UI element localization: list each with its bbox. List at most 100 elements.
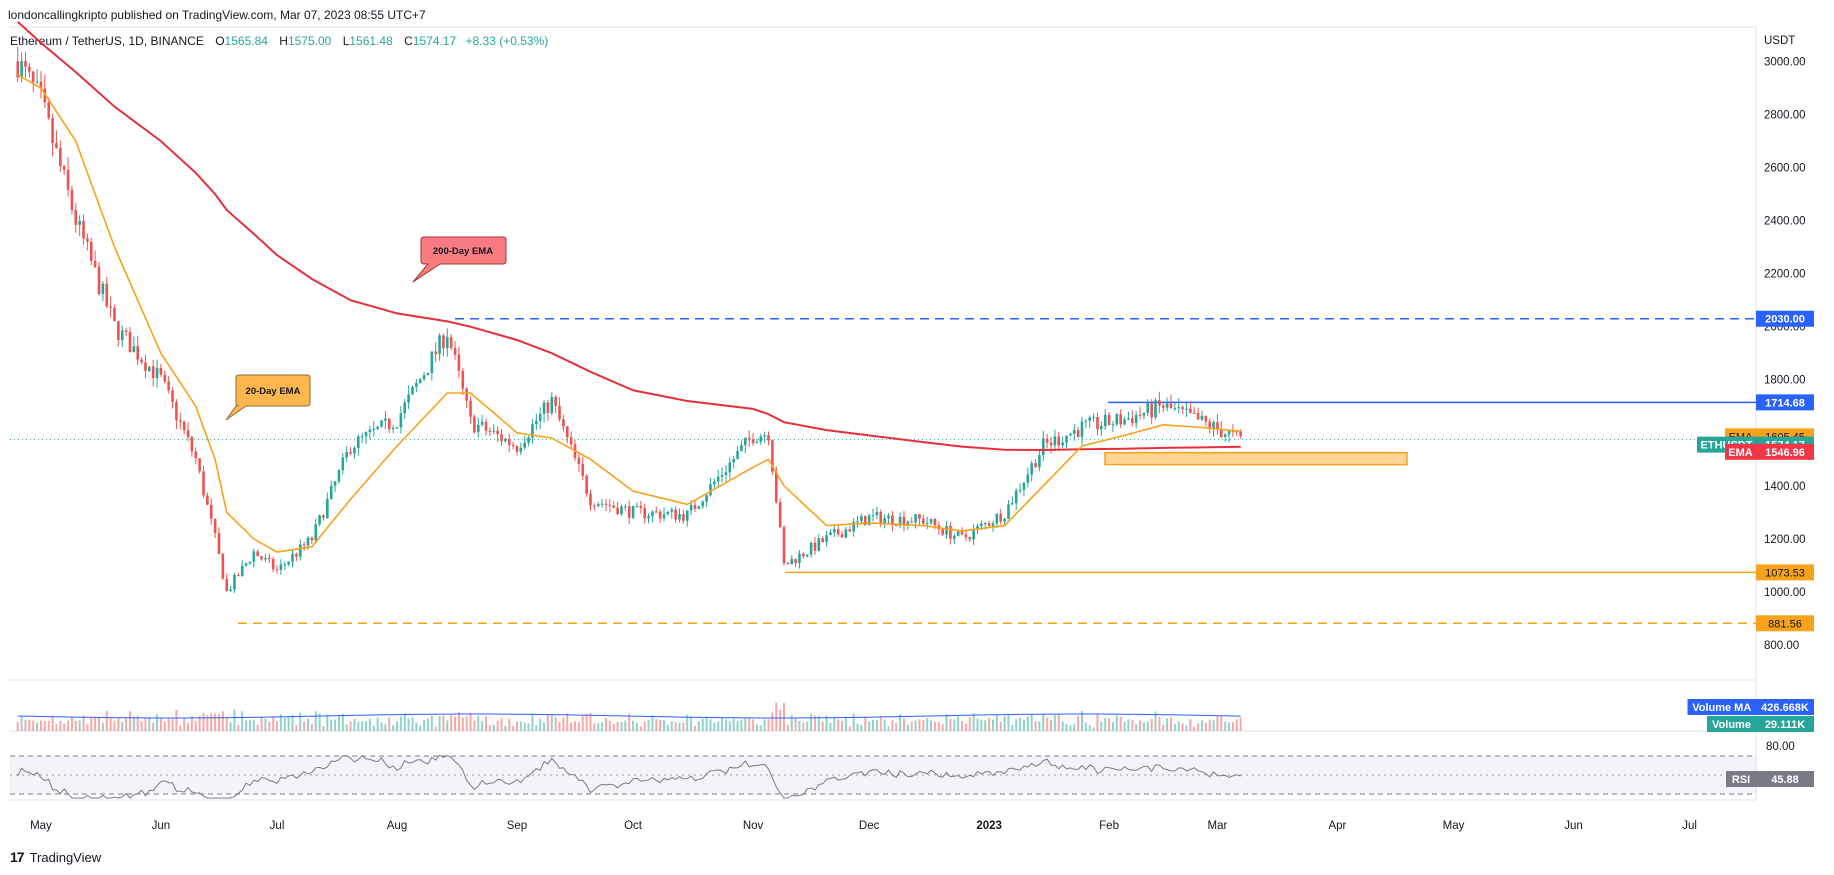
candle-body bbox=[658, 511, 662, 519]
volume-bar bbox=[237, 725, 240, 731]
candle-body bbox=[148, 366, 151, 371]
candle-body bbox=[654, 511, 658, 513]
volume-bar bbox=[295, 725, 298, 731]
volume-bar bbox=[794, 718, 797, 731]
volume-bar bbox=[380, 722, 383, 731]
volume-bar bbox=[144, 717, 147, 731]
price-tags: 2030.001714.68EMA1605.45ETHUSDT1574.17EM… bbox=[1687, 310, 1814, 787]
price-chart[interactable]: 3000.002800.002600.002400.002200.002000.… bbox=[0, 0, 1834, 845]
volume-bar bbox=[1046, 717, 1049, 731]
candle-body bbox=[1173, 408, 1177, 410]
volume-bar bbox=[461, 717, 464, 731]
volume-bar bbox=[1100, 721, 1103, 731]
volume-bar bbox=[566, 713, 569, 731]
candle-body bbox=[1053, 436, 1057, 446]
candle-body bbox=[596, 504, 600, 507]
volume-bar bbox=[984, 720, 987, 731]
candle-body bbox=[256, 551, 259, 557]
candle-body bbox=[813, 542, 817, 551]
candle-body bbox=[31, 71, 35, 82]
candle-body bbox=[314, 524, 318, 541]
candle-body bbox=[1041, 438, 1045, 456]
volume-bar bbox=[767, 719, 770, 731]
volume-bar bbox=[128, 711, 131, 731]
volume-bar bbox=[473, 720, 476, 731]
price-axis-unit: USDT bbox=[1764, 35, 1795, 47]
horizontal-levels bbox=[238, 317, 1756, 625]
volume-bar bbox=[632, 720, 635, 731]
volume-bar bbox=[574, 721, 577, 731]
volume-bar bbox=[299, 712, 302, 731]
vol-tag-name: Volume MA bbox=[1692, 702, 1751, 714]
candle-body bbox=[790, 559, 794, 565]
volume-bar bbox=[883, 719, 886, 731]
candle-body bbox=[542, 402, 546, 414]
candle-body bbox=[697, 506, 701, 509]
month-label: Mar bbox=[1208, 820, 1228, 832]
candle-body bbox=[1103, 414, 1107, 427]
candle-body bbox=[237, 575, 240, 577]
candle-body bbox=[1150, 403, 1153, 418]
volume-bar bbox=[159, 717, 162, 731]
candle-body bbox=[465, 388, 468, 401]
volume-bar bbox=[550, 715, 553, 731]
volume-bar bbox=[1080, 710, 1083, 731]
candle-body bbox=[1154, 400, 1157, 418]
tradingview-logo-icon: 17 bbox=[10, 849, 25, 865]
candle-body bbox=[209, 504, 213, 519]
volume-bar bbox=[918, 719, 921, 731]
volume-bar bbox=[78, 720, 81, 731]
vol-tag-bg bbox=[1756, 699, 1814, 715]
volume-bar bbox=[933, 721, 936, 731]
candle-body bbox=[1127, 418, 1130, 420]
volume-bar bbox=[783, 703, 785, 731]
volume-bar bbox=[914, 720, 917, 731]
volume-bar bbox=[206, 715, 209, 731]
volume-bar bbox=[423, 719, 426, 731]
candle-body bbox=[206, 495, 209, 505]
volume-bar bbox=[233, 709, 236, 731]
candle-body bbox=[705, 495, 708, 502]
candle-body bbox=[1080, 421, 1084, 437]
candle-body bbox=[751, 439, 755, 443]
volume-bar bbox=[1185, 725, 1188, 731]
candle-body bbox=[1057, 436, 1061, 446]
candle-body bbox=[360, 436, 364, 438]
volume-bar bbox=[504, 725, 507, 731]
volume-bar bbox=[303, 721, 306, 731]
candle-body bbox=[922, 518, 925, 524]
volume-bar bbox=[597, 723, 600, 731]
candle-body bbox=[492, 430, 496, 432]
candle-body bbox=[798, 553, 801, 564]
volume-bar bbox=[852, 713, 855, 731]
candle-body bbox=[1177, 407, 1181, 409]
candle-body bbox=[662, 514, 666, 519]
candle-body bbox=[941, 529, 944, 535]
volume-bar bbox=[322, 726, 325, 731]
volume-bar bbox=[1197, 723, 1200, 731]
volume-bar bbox=[283, 718, 286, 731]
candle-body bbox=[128, 332, 132, 353]
volume-bar bbox=[1061, 721, 1064, 731]
candle-body bbox=[442, 335, 445, 349]
volume-bar bbox=[647, 719, 650, 731]
ema20-callout: 20-Day EMA bbox=[225, 374, 311, 421]
candle-body bbox=[175, 402, 178, 421]
candle-body bbox=[229, 589, 232, 591]
candle-body bbox=[59, 147, 62, 166]
volume-bar bbox=[875, 719, 878, 731]
volume-bar bbox=[365, 721, 368, 731]
ema-200-line bbox=[17, 20, 1241, 452]
volume-bar bbox=[63, 723, 66, 731]
candle-body bbox=[225, 578, 229, 591]
candle-body bbox=[1158, 400, 1161, 406]
candle-body bbox=[1216, 422, 1219, 430]
volume-bar bbox=[318, 713, 321, 731]
candle-body bbox=[647, 516, 650, 519]
candle-body bbox=[833, 529, 836, 533]
candle-body bbox=[887, 515, 890, 519]
candle-body bbox=[267, 558, 271, 560]
volume-bar bbox=[736, 720, 739, 731]
candle-body bbox=[964, 534, 968, 538]
tag-bg bbox=[1756, 615, 1814, 632]
